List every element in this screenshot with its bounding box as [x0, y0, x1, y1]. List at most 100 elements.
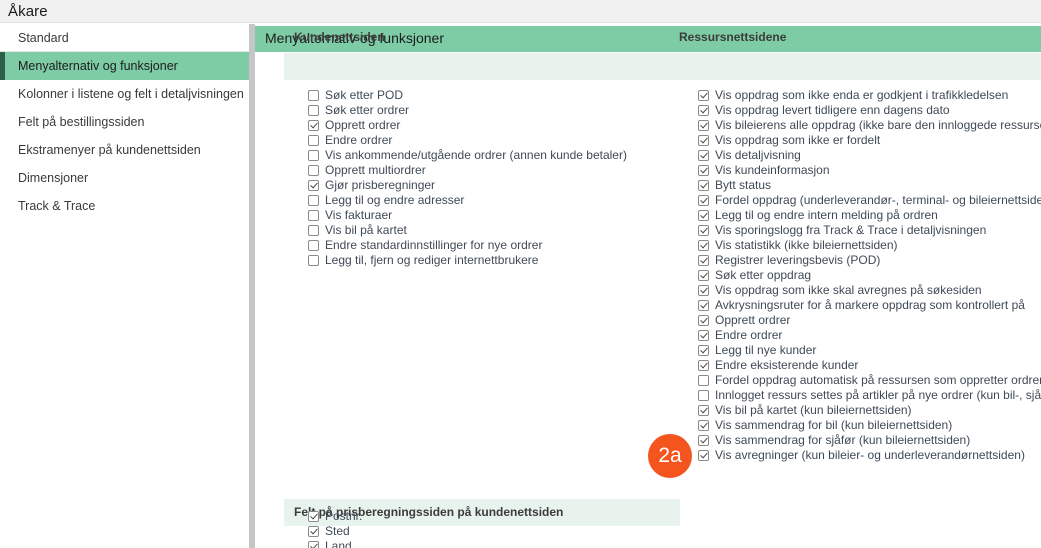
checkbox-checked-icon[interactable] — [698, 450, 709, 461]
checkbox-unchecked-icon[interactable] — [308, 210, 319, 221]
checkbox-row[interactable]: Vis fakturaer — [308, 208, 708, 223]
checkbox-row[interactable]: Opprett ordrer — [698, 313, 1041, 328]
checkbox-row[interactable]: Vis ankommende/utgående ordrer (annen ku… — [308, 148, 708, 163]
checkbox-row[interactable]: Søk etter POD — [308, 88, 708, 103]
checkbox-label: Endre standardinnstillinger for nye ordr… — [325, 238, 543, 252]
checkbox-checked-icon[interactable] — [698, 210, 709, 221]
checkbox-checked-icon[interactable] — [698, 165, 709, 176]
checkbox-row[interactable]: Vis sammendrag for bil (kun bileiernetts… — [698, 418, 1041, 433]
checkbox-unchecked-icon[interactable] — [308, 255, 319, 266]
checkbox-row[interactable]: Endre ordrer — [698, 328, 1041, 343]
checkbox-label: Vis oppdrag som ikke er fordelt — [715, 133, 881, 147]
checkbox-checked-icon[interactable] — [698, 360, 709, 371]
checkbox-row[interactable]: Vis oppdrag levert tidligere enn dagens … — [698, 103, 1041, 118]
checkbox-row[interactable]: Vis bileierens alle oppdrag (ikke bare d… — [698, 118, 1041, 133]
checkbox-checked-icon[interactable] — [698, 105, 709, 116]
checkbox-row[interactable]: Vis oppdrag som ikke skal avregnes på sø… — [698, 283, 1041, 298]
checkbox-checked-icon[interactable] — [698, 240, 709, 251]
checkbox-row[interactable]: Vis avregninger (kun bileier- og underle… — [698, 448, 1041, 463]
checkbox-label: Fordel oppdrag (underleverandør-, termin… — [715, 193, 1041, 207]
sidebar-item-6[interactable]: Track & Trace — [0, 192, 249, 220]
checkbox-checked-icon[interactable] — [308, 541, 319, 548]
checkbox-unchecked-icon[interactable] — [308, 135, 319, 146]
checkbox-checked-icon[interactable] — [308, 180, 319, 191]
checkbox-row[interactable]: Avkrysningsruter for å markere oppdrag s… — [698, 298, 1041, 313]
checkbox-row[interactable]: Vis oppdrag som ikke er fordelt — [698, 133, 1041, 148]
checkbox-row[interactable]: Endre eksisterende kunder — [698, 358, 1041, 373]
checkbox-checked-icon[interactable] — [698, 255, 709, 266]
checkbox-unchecked-icon[interactable] — [308, 150, 319, 161]
checkbox-checked-icon[interactable] — [308, 511, 319, 522]
checkbox-row[interactable]: Opprett multiordrer — [308, 163, 708, 178]
checkbox-list-ressursnettsidene: Vis oppdrag som ikke enda er godkjent i … — [698, 88, 1041, 463]
checkbox-label: Endre eksisterende kunder — [715, 358, 859, 372]
checkbox-checked-icon[interactable] — [698, 300, 709, 311]
checkbox-row[interactable]: Gjør prisberegninger — [308, 178, 708, 193]
checkbox-row[interactable]: Fordel oppdrag automatisk på ressursen s… — [698, 373, 1041, 388]
checkbox-row[interactable]: Vis kundeinformasjon — [698, 163, 1041, 178]
checkbox-row[interactable]: Opprett ordrer — [308, 118, 708, 133]
checkbox-unchecked-icon[interactable] — [698, 390, 709, 401]
checkbox-checked-icon[interactable] — [698, 345, 709, 356]
checkbox-row[interactable]: Vis bil på kartet — [308, 223, 708, 238]
sidebar-item-3[interactable]: Felt på bestillingssiden — [0, 108, 249, 136]
checkbox-row[interactable]: Vis oppdrag som ikke enda er godkjent i … — [698, 88, 1041, 103]
checkbox-checked-icon[interactable] — [698, 195, 709, 206]
checkbox-row[interactable]: Vis sporingslogg fra Track & Trace i det… — [698, 223, 1041, 238]
vertical-scrollbar[interactable] — [249, 24, 255, 548]
checkbox-label: Vis ankommende/utgående ordrer (annen ku… — [325, 148, 627, 162]
checkbox-row[interactable]: Vis statistikk (ikke bileiernettsiden) — [698, 238, 1041, 253]
checkbox-row[interactable]: Registrer leveringsbevis (POD) — [698, 253, 1041, 268]
checkbox-checked-icon[interactable] — [698, 90, 709, 101]
checkbox-unchecked-icon[interactable] — [698, 375, 709, 386]
checkbox-unchecked-icon[interactable] — [308, 240, 319, 251]
checkbox-row[interactable]: Søk etter ordrer — [308, 103, 708, 118]
checkbox-unchecked-icon[interactable] — [308, 195, 319, 206]
checkbox-checked-icon[interactable] — [698, 270, 709, 281]
checkbox-row[interactable]: Vis bil på kartet (kun bileiernettsiden) — [698, 403, 1041, 418]
checkbox-row[interactable]: Fordel oppdrag (underleverandør-, termin… — [698, 193, 1041, 208]
sidebar-item-1[interactable]: Menyalternativ og funksjoner — [0, 52, 249, 80]
checkbox-checked-icon[interactable] — [698, 120, 709, 131]
checkbox-row[interactable]: Innlogget ressurs settes på artikler på … — [698, 388, 1041, 403]
checkbox-checked-icon[interactable] — [308, 120, 319, 131]
checkbox-label: Sted — [325, 524, 350, 538]
checkbox-row[interactable]: Sted — [308, 524, 648, 539]
checkbox-row[interactable]: Endre standardinnstillinger for nye ordr… — [308, 238, 708, 253]
checkbox-row[interactable]: Legg til og endre intern melding på ordr… — [698, 208, 1041, 223]
checkbox-row[interactable]: Vis detaljvisning — [698, 148, 1041, 163]
checkbox-label: Vis bileierens alle oppdrag (ikke bare d… — [715, 118, 1041, 132]
checkbox-checked-icon[interactable] — [698, 180, 709, 191]
checkbox-checked-icon[interactable] — [698, 405, 709, 416]
checkbox-row[interactable]: Søk etter oppdrag — [698, 268, 1041, 283]
checkbox-row[interactable]: Legg til, fjern og rediger internettbruk… — [308, 253, 708, 268]
checkbox-label: Vis oppdrag levert tidligere enn dagens … — [715, 103, 950, 117]
callout-badge-2a: 2a — [648, 434, 692, 478]
checkbox-checked-icon[interactable] — [698, 285, 709, 296]
checkbox-label: Opprett ordrer — [715, 313, 791, 327]
sidebar-item-2[interactable]: Kolonner i listene og felt i detaljvisni… — [0, 80, 249, 108]
checkbox-checked-icon[interactable] — [698, 330, 709, 341]
checkbox-checked-icon[interactable] — [698, 420, 709, 431]
checkbox-row[interactable]: Bytt status — [698, 178, 1041, 193]
sidebar-item-0[interactable]: Standard — [0, 24, 249, 52]
checkbox-checked-icon[interactable] — [308, 526, 319, 537]
checkbox-checked-icon[interactable] — [698, 315, 709, 326]
checkbox-row[interactable]: Vis sammendrag for sjåfør (kun bileierne… — [698, 433, 1041, 448]
checkbox-checked-icon[interactable] — [698, 135, 709, 146]
checkbox-checked-icon[interactable] — [698, 150, 709, 161]
checkbox-row[interactable]: Postnr. — [308, 509, 648, 524]
checkbox-row[interactable]: Land — [308, 539, 648, 548]
sidebar-item-4[interactable]: Ekstramenyer på kundenettsiden — [0, 136, 249, 164]
checkbox-unchecked-icon[interactable] — [308, 225, 319, 236]
sidebar-item-5[interactable]: Dimensjoner — [0, 164, 249, 192]
checkbox-unchecked-icon[interactable] — [308, 105, 319, 116]
app-title: Åkare — [8, 3, 48, 20]
checkbox-checked-icon[interactable] — [698, 225, 709, 236]
checkbox-unchecked-icon[interactable] — [308, 165, 319, 176]
checkbox-row[interactable]: Endre ordrer — [308, 133, 708, 148]
checkbox-unchecked-icon[interactable] — [308, 90, 319, 101]
checkbox-row[interactable]: Legg til og endre adresser — [308, 193, 708, 208]
checkbox-checked-icon[interactable] — [698, 435, 709, 446]
checkbox-row[interactable]: Legg til nye kunder — [698, 343, 1041, 358]
